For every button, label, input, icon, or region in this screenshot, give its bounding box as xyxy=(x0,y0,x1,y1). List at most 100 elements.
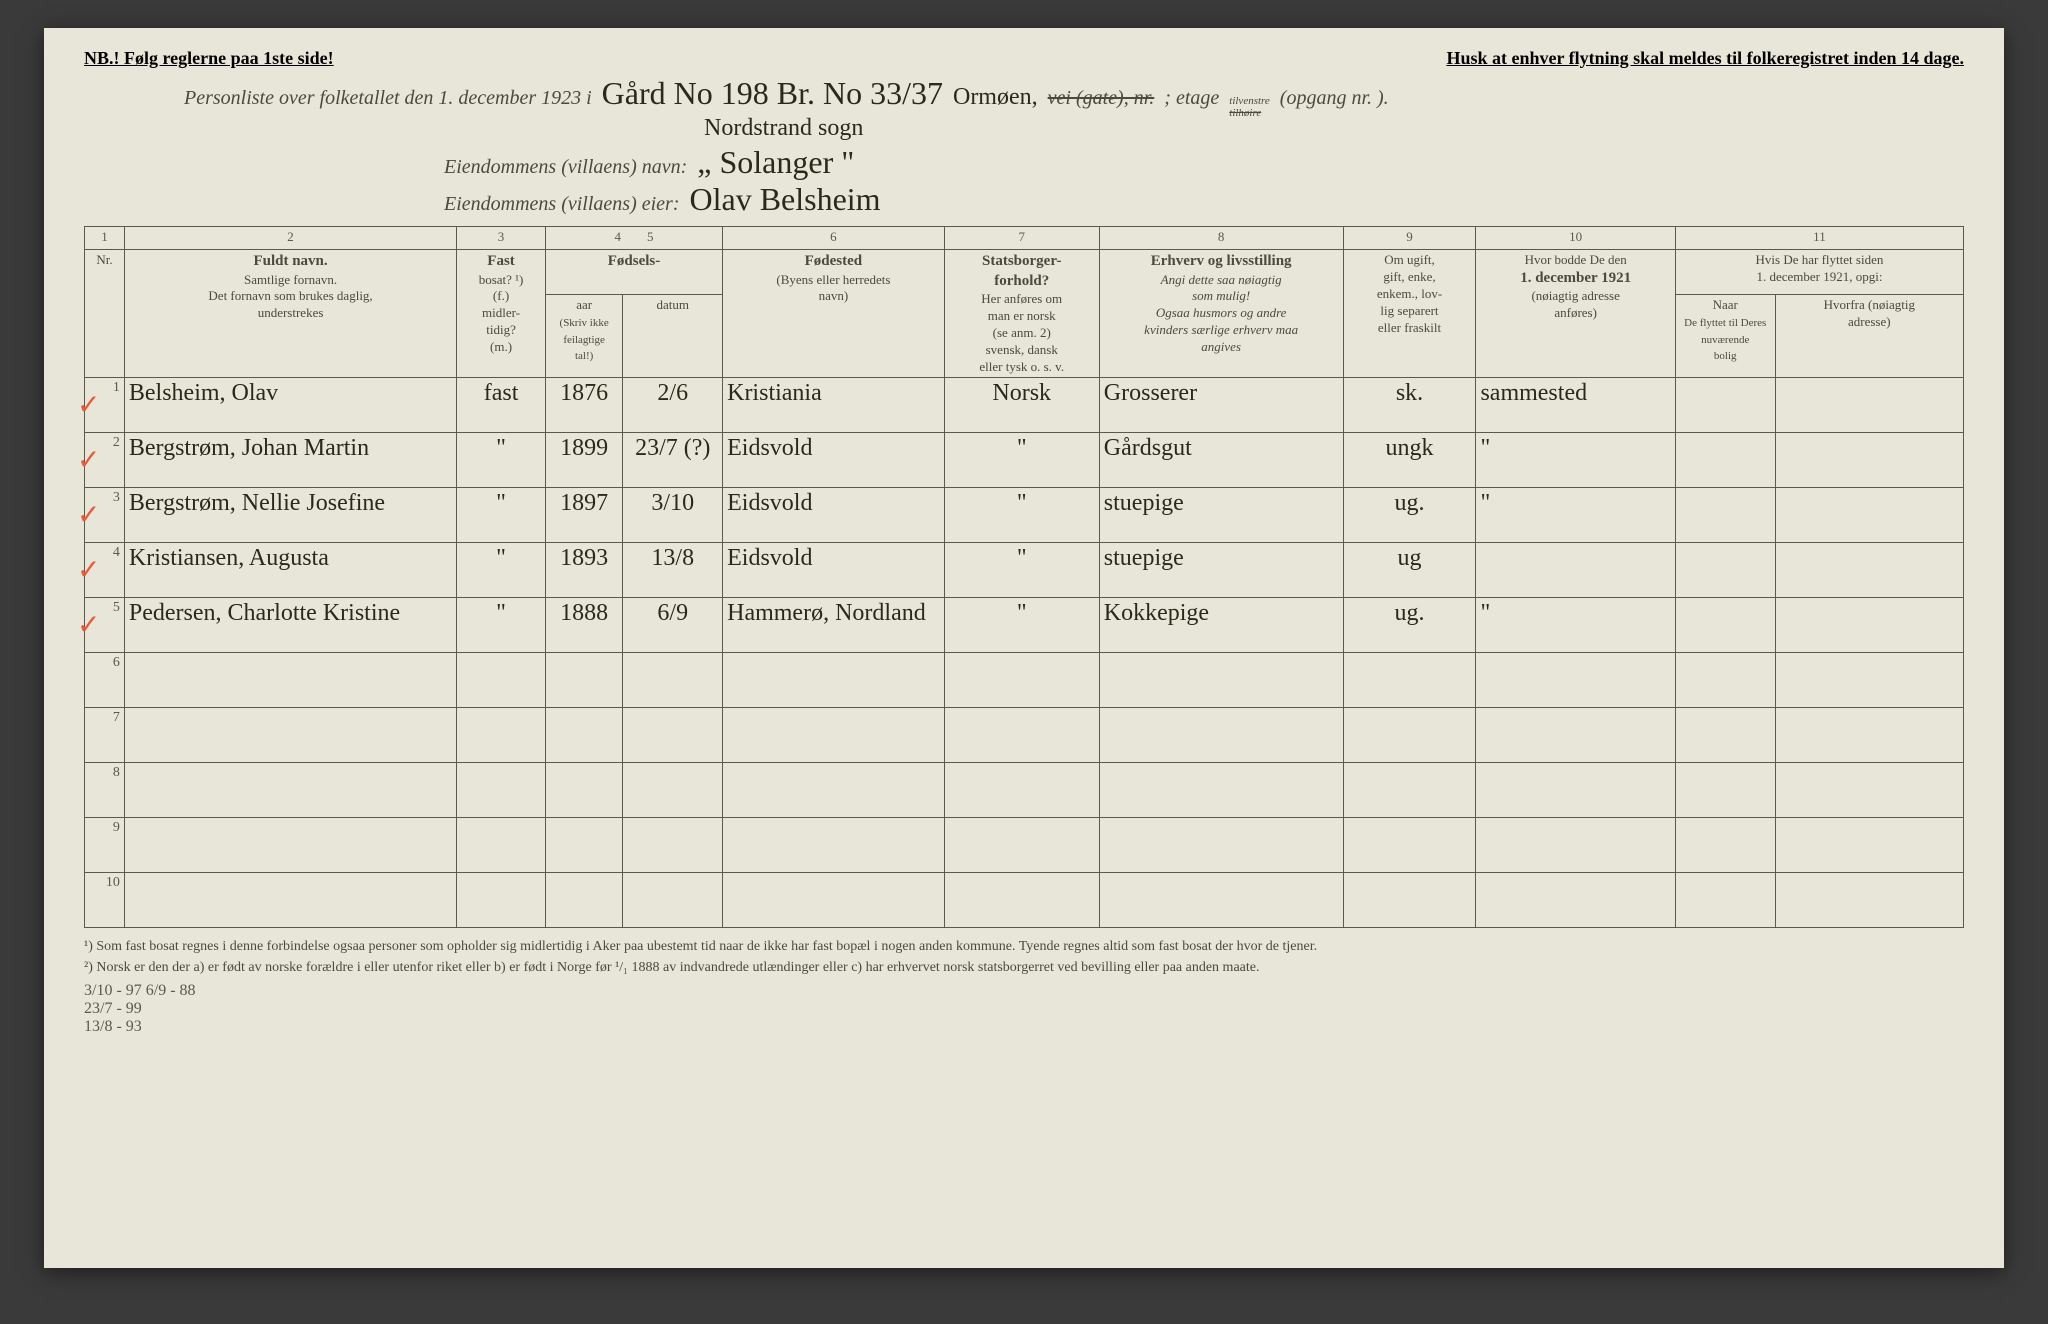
cell-bodde xyxy=(1476,818,1675,873)
notice-left: NB.! Følg reglerne paa 1ste side! xyxy=(84,48,334,69)
cell-fodested xyxy=(723,818,945,873)
cell-bosat: " xyxy=(457,543,546,598)
footnote-1: ¹) Som fast bosat regnes i denne forbind… xyxy=(84,936,1964,957)
cell-sivil xyxy=(1343,708,1476,763)
header-line1-printed: Personliste over folketallet den 1. dece… xyxy=(184,87,592,110)
col-aar: aar (Skriv ikke feilagtige tal!) xyxy=(545,294,623,378)
header-line1-hand: Gård No 198 Br. No 33/37 xyxy=(602,79,943,108)
cell-fodested: Hammerø, Nordland xyxy=(723,598,945,653)
form-header: Personliste over folketallet den 1. dece… xyxy=(184,79,1964,216)
cell-bodde xyxy=(1476,653,1675,708)
cell-name xyxy=(124,653,456,708)
table-row: 10 xyxy=(85,873,1964,928)
cell-fra xyxy=(1775,543,1963,598)
margin-notes: 3/10 - 97 6/9 - 88 23/7 - 99 13/8 - 93 xyxy=(84,982,1964,1036)
cell-fra xyxy=(1775,598,1963,653)
cell-erhverv xyxy=(1099,763,1343,818)
cell-fra xyxy=(1775,763,1963,818)
cell-fodested: Eidsvold xyxy=(723,433,945,488)
cell-fra xyxy=(1775,653,1963,708)
cell-bosat xyxy=(457,708,546,763)
cell-dato xyxy=(623,653,723,708)
cell-bodde: " xyxy=(1476,433,1675,488)
cell-bodde xyxy=(1476,873,1675,928)
cell-bodde xyxy=(1476,763,1675,818)
table-row: ✓4Kristiansen, Augusta"189313/8Eidsvold"… xyxy=(85,543,1964,598)
cell-stat xyxy=(944,653,1099,708)
cell-bosat: " xyxy=(457,433,546,488)
table-row: 8 xyxy=(85,763,1964,818)
cell-erhverv: stuepige xyxy=(1099,488,1343,543)
cell-bosat xyxy=(457,818,546,873)
table-row: ✓5Pedersen, Charlotte Kristine"18886/9Ha… xyxy=(85,598,1964,653)
col-sivil: Om ugift, gift, enke, enkem., lov- lig s… xyxy=(1343,250,1476,378)
cell-bodde: " xyxy=(1476,488,1675,543)
cell-dato xyxy=(623,873,723,928)
cell-bosat: fast xyxy=(457,378,546,433)
cell-dato xyxy=(623,818,723,873)
cell-erhverv: Grosserer xyxy=(1099,378,1343,433)
col-flyttet: Hvis De har flyttet siden 1. december 19… xyxy=(1675,250,1963,295)
cell-fra xyxy=(1775,378,1963,433)
cell-bosat xyxy=(457,653,546,708)
cell-sivil: ug. xyxy=(1343,598,1476,653)
header-row: Nr. Fuldt navn. Samtlige fornavn. Det fo… xyxy=(85,250,1964,295)
cell-aar: 1893 xyxy=(545,543,623,598)
col-hvorfra: Hvorfra (nøiagtig adresse) xyxy=(1775,294,1963,378)
cell-name: Bergstrøm, Nellie Josefine xyxy=(124,488,456,543)
cell-erhverv: stuepige xyxy=(1099,543,1343,598)
cell-aar: 1897 xyxy=(545,488,623,543)
table-row: 9 xyxy=(85,818,1964,873)
cell-name xyxy=(124,873,456,928)
cell-name: Pedersen, Charlotte Kristine xyxy=(124,598,456,653)
row-number: 6 xyxy=(85,653,125,708)
cell-naar xyxy=(1675,708,1775,763)
cell-aar xyxy=(545,818,623,873)
cell-name: Belsheim, Olav xyxy=(124,378,456,433)
cell-aar xyxy=(545,708,623,763)
row-number: ✓4 xyxy=(85,543,125,598)
notice-right: Husk at enhver flytning skal meldes til … xyxy=(1446,48,1964,69)
row-number: ✓3 xyxy=(85,488,125,543)
col-datum: datum xyxy=(623,294,723,378)
cell-name: Bergstrøm, Johan Martin xyxy=(124,433,456,488)
cell-fodested: Kristiania xyxy=(723,378,945,433)
header-line1-printed2: vei (gate), nr. xyxy=(1048,87,1155,110)
table-row: 7 xyxy=(85,708,1964,763)
cell-naar xyxy=(1675,653,1775,708)
cell-stat xyxy=(944,818,1099,873)
cell-erhverv: Gårdsgut xyxy=(1099,433,1343,488)
cell-stat: Norsk xyxy=(944,378,1099,433)
row-number: 10 xyxy=(85,873,125,928)
cell-naar xyxy=(1675,873,1775,928)
cell-aar: 1888 xyxy=(545,598,623,653)
cell-dato: 2/6 xyxy=(623,378,723,433)
cell-stat: " xyxy=(944,598,1099,653)
cell-name: Kristiansen, Augusta xyxy=(124,543,456,598)
cell-naar xyxy=(1675,598,1775,653)
cell-stat xyxy=(944,763,1099,818)
col-erhverv: Erhverv og livsstilling Angi dette saa n… xyxy=(1099,250,1343,378)
cell-sivil xyxy=(1343,763,1476,818)
cell-sivil: ug. xyxy=(1343,488,1476,543)
cell-fra xyxy=(1775,873,1963,928)
header-sogn: Nordstrand sogn xyxy=(704,115,863,142)
table-row: 6 xyxy=(85,653,1964,708)
cell-name xyxy=(124,818,456,873)
cell-naar xyxy=(1675,488,1775,543)
row-number: ✓5 xyxy=(85,598,125,653)
footnotes: ¹) Som fast bosat regnes i denne forbind… xyxy=(84,936,1964,978)
cell-sivil xyxy=(1343,653,1476,708)
column-number-row: 1 2 3 4 5 6 7 8 9 10 11 xyxy=(85,227,1964,250)
cell-dato: 3/10 xyxy=(623,488,723,543)
cell-fodested xyxy=(723,653,945,708)
cell-sivil: ug xyxy=(1343,543,1476,598)
cell-stat: " xyxy=(944,433,1099,488)
cell-sivil xyxy=(1343,873,1476,928)
cell-bosat xyxy=(457,873,546,928)
cell-fra xyxy=(1775,433,1963,488)
col-nr: Nr. xyxy=(85,250,125,378)
cell-name xyxy=(124,708,456,763)
cell-dato xyxy=(623,763,723,818)
cell-bodde xyxy=(1476,543,1675,598)
